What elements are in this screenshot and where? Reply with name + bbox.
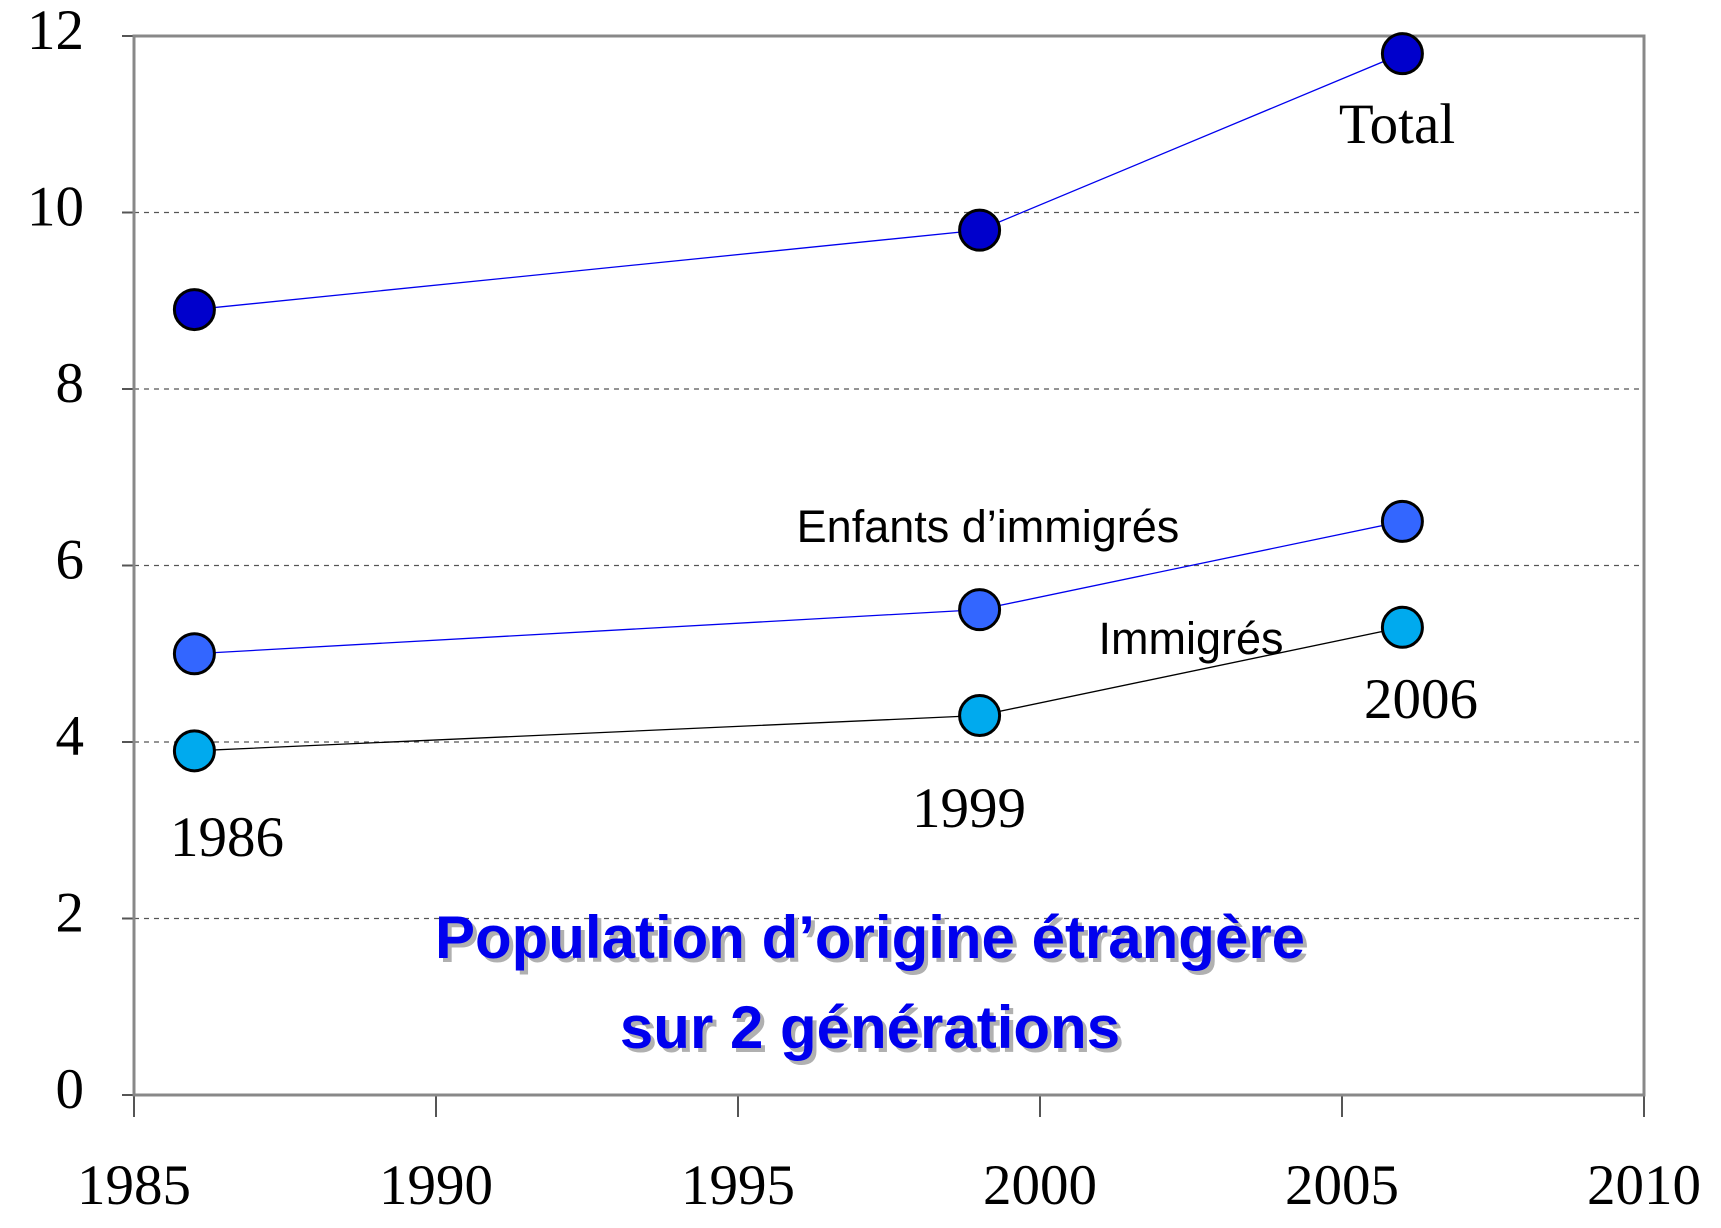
series-label: Total [1339, 93, 1455, 156]
x-tick-label: 2005 [1285, 1154, 1399, 1217]
x-tick-label: 2000 [983, 1154, 1097, 1217]
data-point [958, 208, 1002, 252]
y-tick-label: 10 [27, 176, 84, 239]
annotation: 1986 [170, 806, 284, 869]
plot-frame [132, 34, 1646, 1097]
chart-title: sur 2 générations [620, 994, 1120, 1061]
chart-title-shadow: sur 2 générations [624, 998, 1124, 1065]
data-point [172, 288, 216, 332]
y-tick-label: 8 [56, 352, 85, 415]
data-point [172, 729, 216, 773]
x-tick-label: 1985 [77, 1154, 191, 1217]
y-tick-label: 4 [56, 705, 85, 768]
data-point [958, 694, 1002, 738]
data-point [958, 588, 1002, 632]
series-label: Enfants d’immigrés [797, 501, 1180, 552]
data-point [1380, 32, 1424, 76]
x-tick-label: 1995 [681, 1154, 795, 1217]
data-point [1380, 605, 1424, 649]
x-tick-label: 2010 [1587, 1154, 1701, 1217]
y-tick-label: 2 [56, 882, 85, 945]
chart-title-shadow: Population d’origine étrangère [439, 908, 1309, 975]
x-tick-label: 1990 [379, 1154, 493, 1217]
data-point [1380, 499, 1424, 543]
data-point [172, 632, 216, 676]
annotation: 1999 [912, 777, 1026, 840]
y-tick-label: 12 [27, 0, 84, 62]
y-tick-label: 0 [56, 1058, 85, 1121]
annotation: 2006 [1364, 668, 1478, 731]
series-line [194, 53, 1403, 311]
y-tick-label: 6 [56, 529, 85, 592]
chart-title: Population d’origine étrangère [435, 904, 1305, 971]
series-label: Immigrés [1098, 613, 1283, 664]
